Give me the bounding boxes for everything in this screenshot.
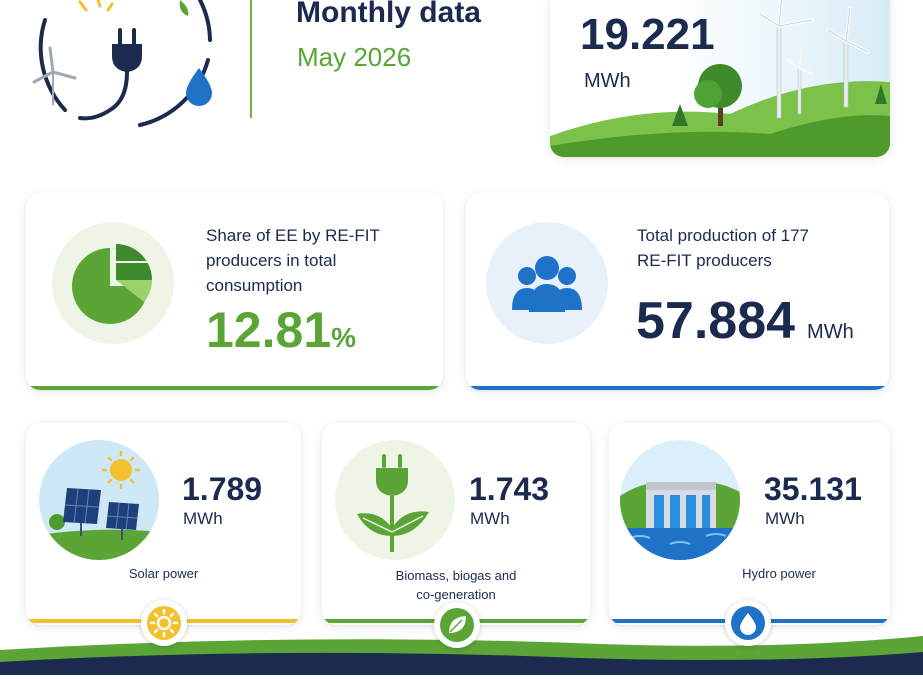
people-icon <box>512 256 582 312</box>
total-accent-bar <box>466 386 889 390</box>
water-drop-icon <box>740 613 756 635</box>
biomass-card: 1.743 MWh Biomass, biogas and co-generat… <box>322 423 590 625</box>
solar-unit: MWh <box>183 509 223 528</box>
people-icon-circle <box>486 222 608 344</box>
biomass-illustration-circle <box>335 440 455 560</box>
solar-value: 1.789 <box>182 471 263 507</box>
plant-plug-icon <box>357 454 429 552</box>
sun-icon <box>149 608 179 638</box>
biomass-label: Biomass, biogas and co-generation <box>395 568 517 602</box>
sun-icon <box>78 0 114 12</box>
solar-power-card: 1.789 MWh Solar power <box>26 423 301 625</box>
header-divider <box>250 0 252 118</box>
wind-power-card: 19.221 MWh <box>550 0 890 157</box>
total-production-card: Total production of 177 RE-FIT producers… <box>466 193 889 390</box>
solar-label: Solar power <box>128 566 199 581</box>
share-value-line: 12.81% <box>206 301 356 359</box>
pie-chart-icon-circle <box>52 222 174 344</box>
solar-illustration-circle <box>39 440 159 560</box>
share-unit: % <box>331 322 357 353</box>
hydro-badge <box>725 600 771 646</box>
biomass-unit: MWh <box>470 509 510 528</box>
hydro-unit: MWh <box>765 509 805 528</box>
wind-turbine-icon <box>32 46 77 105</box>
total-unit: MWh <box>807 321 854 343</box>
total-value: 57.884 <box>636 292 796 350</box>
pie-chart-icon <box>72 244 152 324</box>
share-card: Share of EE by RE-FIT producers in total… <box>26 193 443 390</box>
solar-panel-icon <box>39 450 159 560</box>
dam-icon <box>620 482 740 560</box>
wind-unit: MWh <box>584 70 631 92</box>
share-label: Share of EE by RE-FIT producers in total… <box>206 226 380 295</box>
renewable-energy-logo <box>20 0 220 135</box>
total-value-line: 57.884 MWh <box>636 291 854 351</box>
solar-badge <box>141 600 187 646</box>
page-title: Monthly data <box>296 0 481 29</box>
biomass-badge <box>434 602 480 648</box>
bottom-wave <box>0 630 923 675</box>
leaf-icon <box>449 616 466 633</box>
wind-landscape-illustration <box>550 0 890 157</box>
page-subtitle: May 2026 <box>297 42 412 72</box>
hydro-power-card: 35.131 MWh Hydro power <box>609 423 890 625</box>
hydro-value: 35.131 <box>764 471 862 507</box>
plug-icon <box>78 28 142 121</box>
wind-turbine-icon <box>758 0 870 119</box>
share-accent-bar <box>26 386 443 390</box>
share-value: 12.81 <box>206 302 332 358</box>
wind-value: 19.221 <box>580 10 715 59</box>
hydro-illustration-circle <box>620 440 740 560</box>
hydro-label: Hydro power <box>742 566 816 581</box>
total-label: Total production of 177 RE-FIT producers <box>637 226 810 270</box>
water-drop-icon <box>186 68 212 106</box>
biomass-value: 1.743 <box>469 471 550 507</box>
